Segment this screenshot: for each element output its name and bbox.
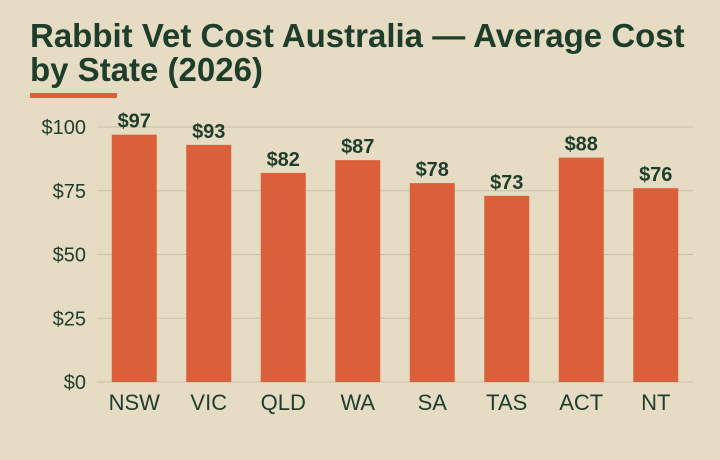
x-category-label: QLD bbox=[261, 390, 306, 415]
x-category-label: TAS bbox=[486, 390, 527, 415]
title-accent-underline bbox=[30, 93, 117, 98]
bar bbox=[633, 188, 679, 382]
x-category-label: NT bbox=[641, 390, 670, 415]
bar-value-label: $93 bbox=[192, 121, 225, 143]
x-category-label: ACT bbox=[559, 390, 603, 415]
x-category-label: NSW bbox=[109, 390, 161, 415]
bar-value-label: $87 bbox=[341, 136, 374, 158]
bar-value-label: $73 bbox=[490, 172, 523, 194]
bar-value-label: $97 bbox=[118, 111, 151, 133]
bar-value-label: $88 bbox=[565, 134, 598, 156]
chart-title: Rabbit Vet Cost Australia — Average Cost… bbox=[30, 17, 685, 88]
bar-value-label: $76 bbox=[639, 164, 672, 186]
y-tick-label: $50 bbox=[53, 245, 86, 267]
bar bbox=[484, 195, 530, 382]
bar-value-label: $78 bbox=[416, 159, 449, 181]
y-tick-label: $100 bbox=[42, 117, 87, 139]
bar-value-label: $82 bbox=[267, 149, 300, 171]
y-tick-label: $25 bbox=[53, 308, 86, 330]
y-tick-label: $0 bbox=[64, 372, 86, 394]
bar bbox=[409, 183, 455, 382]
bar bbox=[558, 157, 604, 382]
y-tick-label: $75 bbox=[53, 181, 86, 203]
bar bbox=[186, 144, 232, 382]
x-category-label: WA bbox=[340, 390, 375, 415]
bar bbox=[260, 172, 306, 382]
bar bbox=[335, 160, 381, 382]
x-category-label: SA bbox=[418, 390, 448, 415]
bar bbox=[111, 134, 157, 382]
x-category-label: VIC bbox=[190, 390, 227, 415]
